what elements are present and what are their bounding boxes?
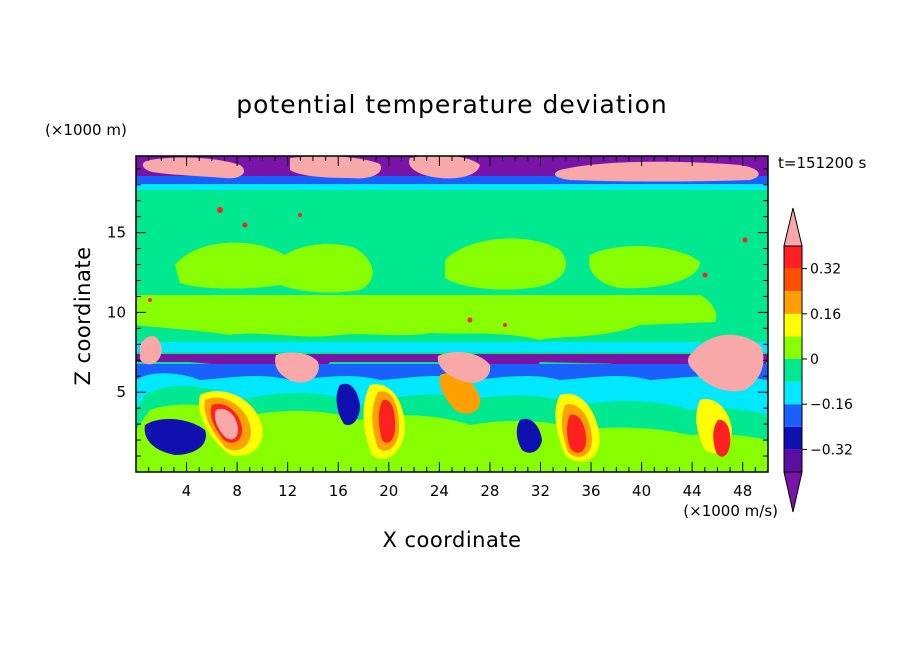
x-tick-label: 24	[430, 482, 449, 500]
region-upper-positive	[136, 200, 768, 225]
colorbar-extend-max	[783, 207, 803, 247]
colorbar-segment	[784, 313, 802, 337]
x-tick-label: 48	[733, 482, 752, 500]
colorbar-tick-label: −0.16	[810, 397, 853, 413]
y-axis-ticks: 5 10 15	[107, 168, 768, 457]
region-deep-blue	[144, 383, 542, 455]
x-tick-label: 36	[581, 482, 600, 500]
x-tick-label: 4	[182, 482, 192, 500]
region-cyan-band	[136, 342, 768, 352]
colorbar-segment	[784, 359, 802, 382]
x-tick-label: 28	[480, 482, 499, 500]
x-tick-label: 8	[232, 482, 242, 500]
colorbar-tick-label: 0	[810, 352, 819, 368]
x-unit-label: (×1000 m/s)	[683, 502, 778, 520]
region-top-cyan	[136, 184, 768, 190]
colorbar-tick-label: −0.32	[810, 442, 853, 458]
region-top-pink	[142, 156, 759, 182]
region-top-blue	[136, 176, 768, 184]
region-upper-light-green	[175, 238, 700, 293]
y-unit-label: (×1000 m)	[45, 121, 127, 139]
colorbar-segment	[784, 404, 802, 427]
region-lower-orange	[204, 372, 592, 457]
colorbar-extend-min	[783, 471, 803, 513]
x-tick-label: 32	[531, 482, 550, 500]
region-lower-pink	[140, 334, 764, 440]
time-label: t=151200 s	[778, 154, 866, 172]
colorbar-segment	[784, 246, 802, 269]
plot-frame	[135, 155, 769, 473]
y-tick-label: 5	[116, 383, 126, 401]
y-axis-label: Z coordinate	[71, 246, 95, 385]
x-axis-label: X coordinate	[382, 528, 521, 552]
colorbar-tick-label: 0.32	[810, 262, 841, 278]
region-lower-yellow	[199, 384, 732, 462]
x-tick-label: 12	[278, 482, 297, 500]
y-tick-label: 10	[107, 303, 126, 321]
colorbar-segment	[784, 449, 802, 472]
colorbar: −0.32 −0.16 0 0.16 0.32	[783, 207, 853, 513]
x-axis-ticks: 4 8 12 16 20 24 28 32 36 40 44 48	[148, 156, 756, 500]
x-tick-label: 40	[632, 482, 651, 500]
colorbar-segment	[784, 336, 802, 359]
colorbar-segment	[784, 426, 802, 450]
colorbar-segment	[784, 268, 802, 292]
chart-title: potential temperature deviation	[236, 90, 667, 119]
region-speckles	[148, 207, 748, 327]
x-tick-label: 20	[379, 482, 398, 500]
y-tick-label: 15	[107, 224, 126, 242]
colorbar-tick-label: 0.16	[810, 307, 841, 323]
region-mid-light-green	[136, 295, 717, 340]
region-lower-light-green	[136, 404, 768, 472]
colorbar-segment	[784, 291, 802, 314]
contour-field	[136, 156, 768, 472]
colorbar-segment	[784, 381, 802, 405]
x-tick-label: 44	[683, 482, 702, 500]
x-tick-label: 16	[329, 482, 348, 500]
